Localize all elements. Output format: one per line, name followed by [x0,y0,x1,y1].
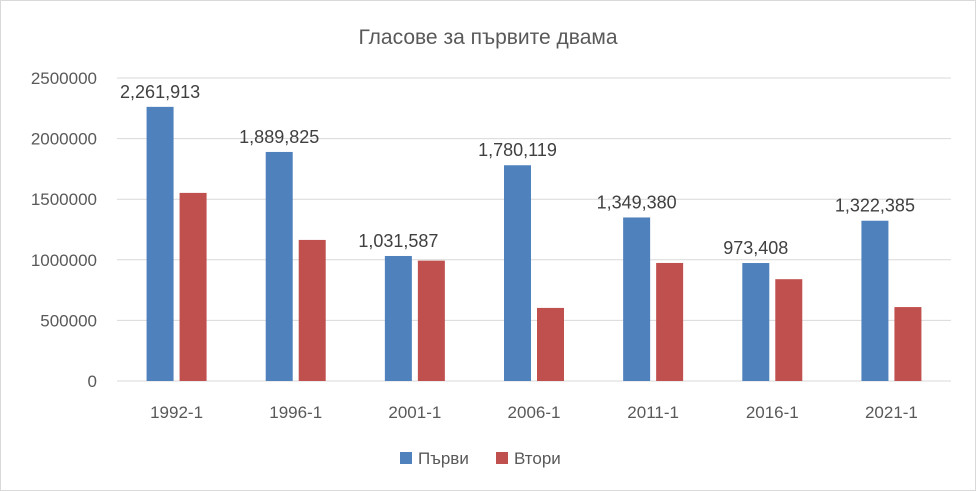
y-axis-tick-labels: 0 500000 1000000 1500000 2000000 2500000 [31,69,97,391]
x-category-label: 2006-1 [508,403,561,422]
bar-first [623,217,651,381]
bar-first [742,263,770,381]
data-label: 1,031,587 [358,231,438,251]
legend-swatch [400,452,412,464]
bar-second [537,307,564,381]
data-label: 973,408 [723,238,788,258]
legend-label: Втори [514,449,561,468]
bar-first [861,220,889,381]
x-category-label: 1996-1 [269,403,322,422]
bar-first [146,106,174,382]
bar-second [417,260,445,381]
data-label: 1,780,119 [478,140,557,160]
bar-second [894,307,922,381]
y-tick-label: 1000000 [31,251,97,270]
chart-title: Гласове за първите двама [358,26,617,49]
bar-first [384,255,412,381]
legend-label: Първи [418,449,469,468]
x-category-label: 2016-1 [746,403,799,422]
x-category-label: 2011-1 [627,403,679,422]
bar-second [298,239,326,381]
data-label: 1,322,385 [835,196,915,216]
y-tick-label: 0 [88,372,97,391]
data-label: 1,349,380 [597,192,677,212]
y-tick-label: 2000000 [31,130,97,149]
legend-swatch [496,452,508,464]
data-label: 1,889,825 [239,127,319,147]
bar-second [775,279,803,381]
bar-second [179,192,207,381]
data-labels: 2,261,913 1,889,825 1,031,587 1,780,119 1,34… [120,82,915,258]
x-axis-category-labels: 1992-1 1996-1 2001-1 2006-1 2011-1 2016-1 2021… [150,403,918,422]
y-tick-label: 2500000 [31,69,97,88]
y-tick-label: 1500000 [31,190,97,209]
data-label: 2,261,913 [120,82,200,102]
legend: Първи Втори [400,449,561,468]
x-category-label: 2001-1 [388,403,441,422]
bars [146,106,922,382]
bar-first [504,165,531,381]
y-tick-label: 500000 [40,311,97,330]
x-category-label: 1992-1 [150,403,203,422]
bar-second [656,262,684,381]
bar-first [265,151,293,381]
gridlines [117,77,951,382]
x-category-label: 2021-1 [865,403,918,422]
